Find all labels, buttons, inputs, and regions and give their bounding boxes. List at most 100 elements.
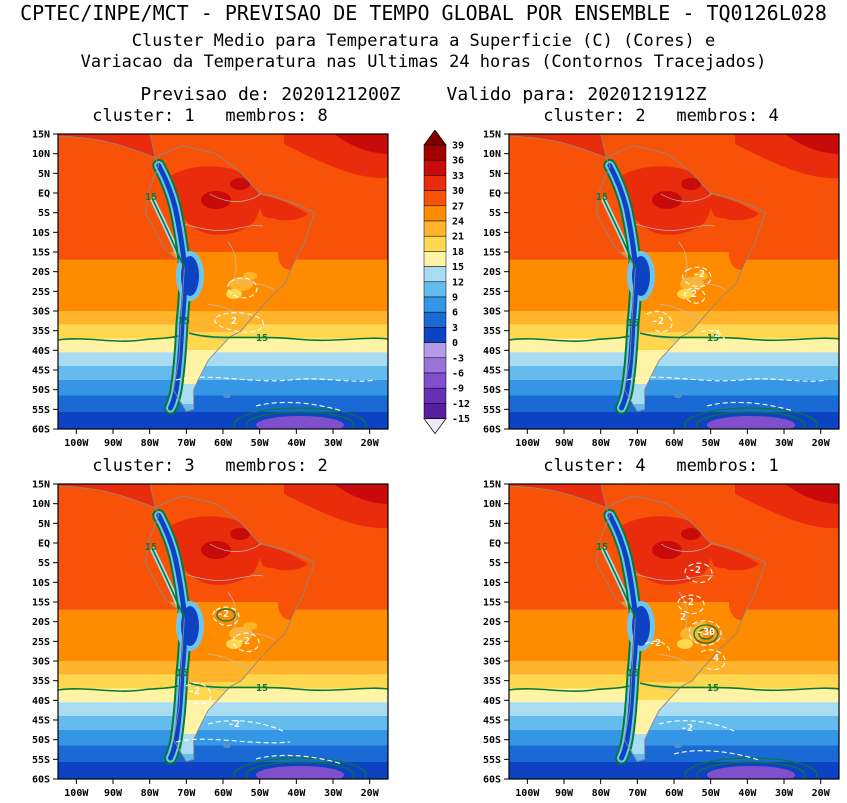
map-svg: 15 15 15 -2 2 -2 2 15N 10N 5N EQ 5S 10S 15S 20S 25S 30S 3…	[483, 130, 840, 449]
lat-tick-label: EQ	[489, 189, 501, 200]
contour-label: -2	[682, 597, 694, 608]
colorbar-level-label: 18	[452, 247, 464, 258]
lat-tick-label: 20S	[32, 267, 50, 278]
panel-title-cluster-3: cluster: 3 membros: 2	[92, 456, 328, 476]
colorbar-level-label: 0	[452, 338, 458, 349]
lat-tick-label: 5N	[489, 169, 501, 180]
lat-tick-label: EQ	[38, 539, 50, 550]
contour-label: 15	[707, 683, 719, 694]
lat-tick-label: 55S	[32, 755, 50, 766]
colorbar-level-label: 3	[452, 323, 458, 334]
lat-tick-label: 35S	[32, 326, 50, 337]
colorbar-level-label: -12	[452, 399, 470, 410]
temp-variation-contour	[688, 620, 722, 646]
subtitle-line2: Variacao da Temperatura nas Ultimas 24 h…	[80, 52, 767, 72]
temperature-colorbar: 39 36 33 30 27 24 21 18 15 12 9 6 3 0 -3 -6 -9 -12 -15	[416, 129, 486, 445]
contour-label: -2	[238, 636, 250, 647]
contour-label: -2	[217, 609, 229, 620]
lon-tick-label: 70W	[177, 788, 196, 799]
lon-tick-label: 80W	[141, 788, 160, 799]
lat-tick-label: EQ	[489, 539, 501, 550]
contour-label: -2	[652, 316, 664, 327]
lat-tick-label: 10N	[483, 149, 501, 160]
lat-tick-label: 15N	[483, 480, 501, 491]
isotherm-15-contour	[639, 682, 839, 692]
lat-tick-label: 20S	[483, 617, 501, 628]
lat-tick-label: 55S	[483, 405, 501, 416]
lat-tick-label: EQ	[38, 189, 50, 200]
temp-variation-contour	[175, 376, 377, 382]
cluster-panel-2: cluster: 2 membros: 4 15 15 15 -2 2 -2 2 15N 10N…	[475, 106, 847, 452]
map-svg: 15 15 15 2 15N 10N 5N EQ 5S 10S 15S 20S 25S 30S 35S 40S…	[32, 130, 389, 449]
colorbar-level-label: 39	[452, 141, 464, 152]
colorbar-level-label: 6	[452, 308, 458, 319]
contour-label: 2	[231, 316, 237, 327]
contour-label: -2	[681, 723, 693, 734]
lat-tick-label: 5N	[38, 519, 50, 530]
contour-label: 15	[145, 542, 157, 553]
lat-tick-label: 60S	[32, 425, 50, 436]
colorbar-segment	[423, 296, 447, 313]
colorbar-level-label: -3	[452, 353, 464, 364]
map-area: 15 15 15 2	[58, 134, 388, 429]
lat-tick-label: 45S	[483, 716, 501, 727]
isotherm-15-contour	[188, 682, 388, 692]
colorbar-level-label: -9	[452, 384, 464, 395]
lat-tick-label: 50S	[483, 735, 501, 746]
lat-tick-label: 15S	[32, 248, 50, 259]
lat-tick-label: 50S	[483, 385, 501, 396]
lon-tick-label: 80W	[141, 438, 160, 449]
contour-label: 15	[627, 318, 639, 329]
lat-tick-label: 10S	[32, 228, 50, 239]
lat-tick-label: 15S	[483, 248, 501, 259]
colorbar-segment	[423, 342, 447, 359]
lon-tick-label: 30W	[324, 438, 343, 449]
contour-label: -2	[693, 269, 705, 280]
colorbar-level-label: 33	[452, 171, 464, 182]
colorbar-segment	[423, 251, 447, 267]
map-svg: 151515-2-2-2-215N10N5NEQ5S10S15S20S25S30…	[32, 480, 389, 799]
coastline	[144, 145, 316, 412]
contour-label: 15	[707, 333, 719, 344]
lat-tick-label: 15S	[32, 598, 50, 609]
lon-tick-label: 90W	[555, 438, 574, 449]
colorbar-segment	[423, 372, 447, 389]
lon-tick-label: 70W	[177, 438, 196, 449]
lat-tick-label: 25S	[483, 637, 501, 648]
temp-variation-contour	[255, 401, 343, 412]
lat-tick-label: 10S	[483, 578, 501, 589]
lat-tick-label: 50S	[32, 385, 50, 396]
contour-label: 15	[596, 542, 608, 553]
lat-tick-label: 25S	[483, 287, 501, 298]
colorbar-segment	[423, 311, 447, 328]
lat-tick-label: 15S	[483, 598, 501, 609]
lat-tick-label: 15N	[483, 130, 501, 141]
map-canvas-cluster-1: 15 15 15 2 15N 10N 5N EQ 5S 10S 15S 20S 25S 30S 35S 40S…	[24, 130, 396, 456]
lon-tick-label: 50W	[251, 788, 270, 799]
panel-title-cluster-1: cluster: 1 membros: 8	[92, 106, 328, 126]
contour-label: 2	[680, 612, 686, 623]
valid-time: Valido para: 2020121912Z	[446, 84, 707, 105]
lat-tick-label: 10S	[32, 578, 50, 589]
lat-tick-label: 20S	[32, 617, 50, 628]
colorbar-arrow-up	[423, 129, 447, 146]
lon-tick-label: 100W	[64, 438, 89, 449]
isotherm-15-contour	[58, 335, 179, 342]
colorbar-segment	[423, 281, 447, 298]
colorbar-level-label: 27	[452, 201, 464, 212]
contour-label: 15	[256, 683, 268, 694]
lat-tick-label: 45S	[483, 366, 501, 377]
lat-tick-label: 35S	[483, 326, 501, 337]
panel-title-cluster-4: cluster: 4 membros: 1	[543, 456, 779, 476]
temp-variation-contour	[700, 649, 726, 671]
lon-tick-label: 70W	[628, 788, 647, 799]
temp-variation-contour	[706, 401, 794, 412]
lat-tick-label: 50S	[32, 735, 50, 746]
contour-label: 4	[713, 653, 719, 664]
colorbar-segment	[423, 175, 447, 191]
map-svg: 15 15 15 -2 -2 2 -30 4 -2 -2 15N 10N 5N EQ 5S 10S 15S 20S…	[483, 480, 840, 799]
lon-tick-label: 90W	[104, 438, 123, 449]
contour-label: -2	[228, 719, 240, 730]
isotherm-15-contour	[602, 547, 637, 619]
